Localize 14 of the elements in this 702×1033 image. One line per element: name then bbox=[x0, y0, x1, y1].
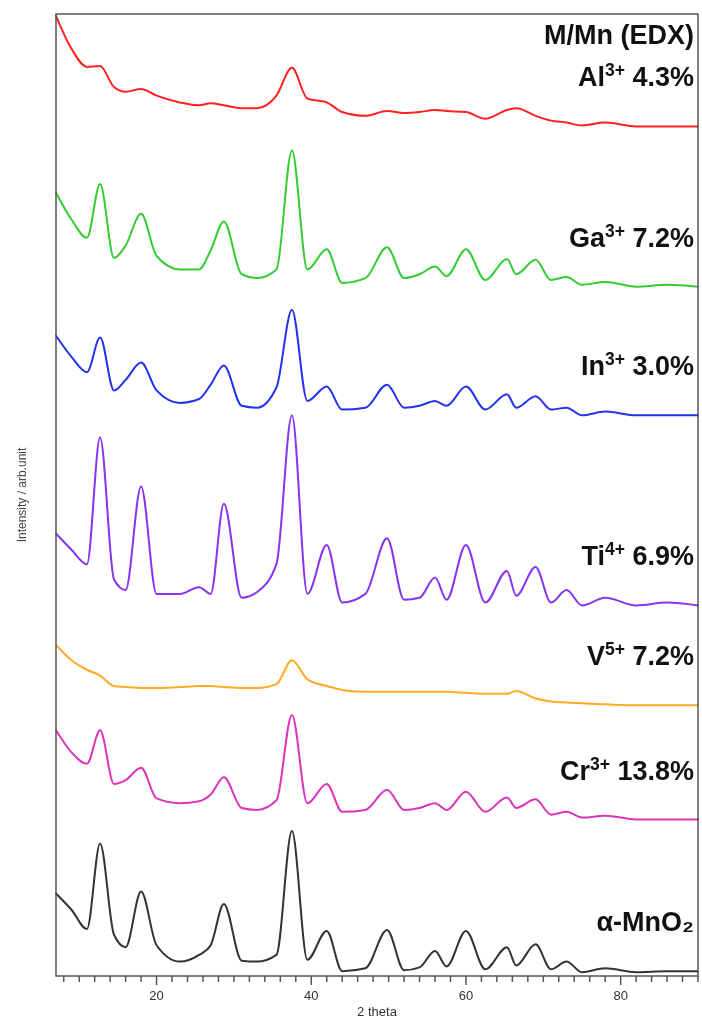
x-axis-title: 2 theta bbox=[357, 1004, 398, 1019]
series-label: Ti$^{4+}$ 6.9% bbox=[581, 539, 694, 572]
x-tick-label: 20 bbox=[149, 988, 164, 1003]
series-label: Cr$^{3+}$ 13.8% bbox=[559, 753, 694, 786]
x-tick-label: 60 bbox=[458, 988, 474, 1003]
series-label: In$^{3+}$ 3.0% bbox=[580, 349, 694, 382]
series-label: V$^{5+}$ 7.2% bbox=[586, 639, 694, 672]
x-tick-label: 40 bbox=[304, 988, 319, 1003]
x-tick-label: 80 bbox=[613, 988, 628, 1003]
series-label: Ga$^{3+}$ 7.2% bbox=[568, 220, 694, 253]
series-label: α-MnO₂ bbox=[596, 907, 694, 938]
legend-title: M/Mn (EDX) bbox=[544, 20, 694, 50]
series-label: Al$^{3+}$ 4.3% bbox=[577, 60, 694, 93]
y-axis-title: Intensity / arb.unit bbox=[15, 446, 29, 543]
